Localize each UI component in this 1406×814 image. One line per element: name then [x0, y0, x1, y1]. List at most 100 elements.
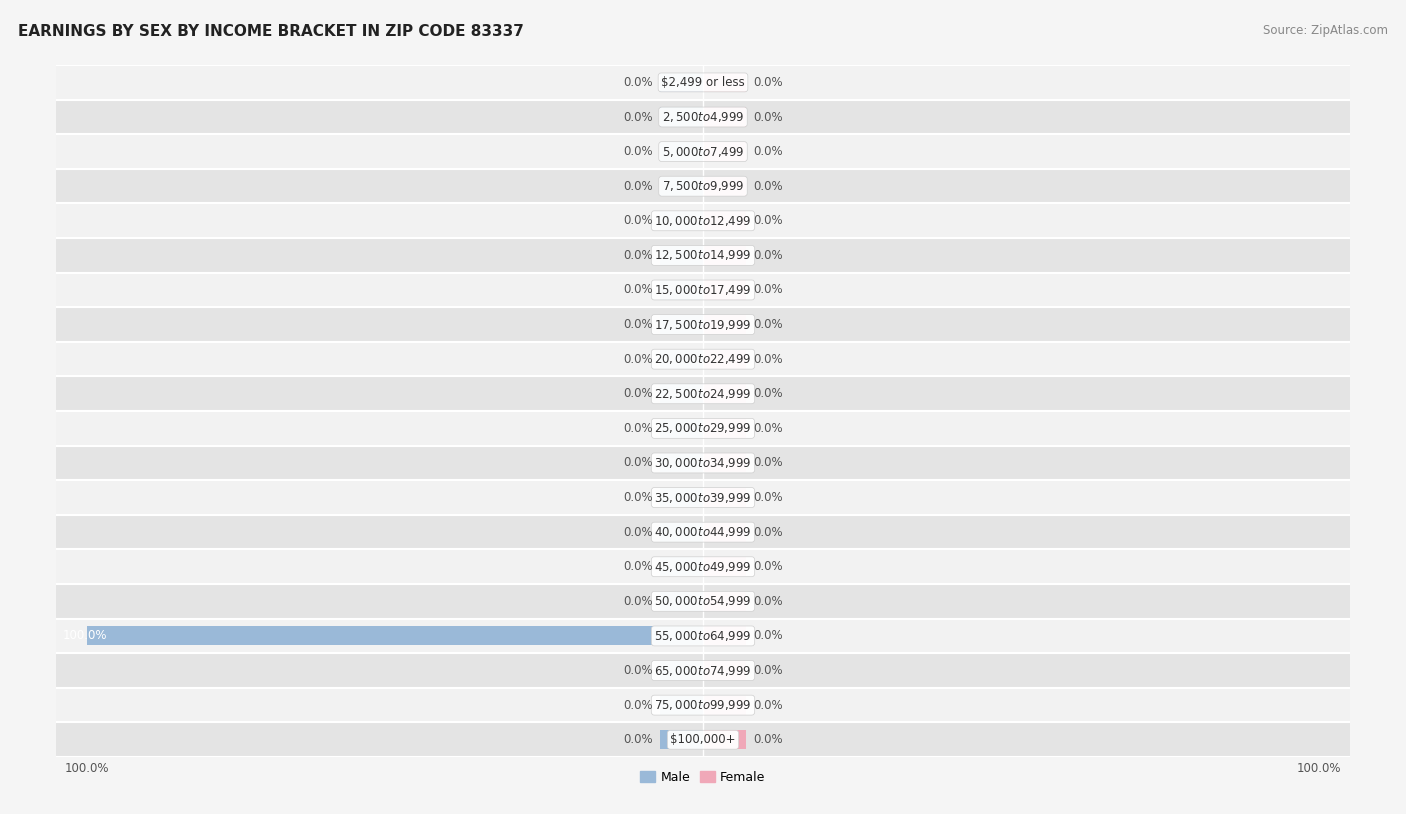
Text: 0.0%: 0.0%: [623, 733, 652, 746]
Bar: [703, 281, 747, 300]
Text: 0.0%: 0.0%: [754, 457, 783, 470]
Text: 0.0%: 0.0%: [623, 180, 652, 193]
Text: 0.0%: 0.0%: [623, 249, 652, 262]
Bar: [703, 523, 747, 541]
Bar: [659, 107, 703, 126]
Text: 0.0%: 0.0%: [754, 526, 783, 539]
Bar: [659, 419, 703, 438]
Bar: [703, 627, 747, 646]
Text: $2,500 to $4,999: $2,500 to $4,999: [662, 110, 744, 124]
Bar: [56, 445, 1350, 480]
Text: 0.0%: 0.0%: [754, 145, 783, 158]
Bar: [56, 238, 1350, 273]
Bar: [703, 488, 747, 507]
Text: 0.0%: 0.0%: [623, 145, 652, 158]
Bar: [659, 730, 703, 749]
Bar: [703, 730, 747, 749]
Text: $65,000 to $74,999: $65,000 to $74,999: [654, 663, 752, 677]
Text: $40,000 to $44,999: $40,000 to $44,999: [654, 525, 752, 539]
Bar: [703, 558, 747, 576]
Text: 0.0%: 0.0%: [754, 387, 783, 400]
Text: 0.0%: 0.0%: [754, 352, 783, 365]
Text: $50,000 to $54,999: $50,000 to $54,999: [654, 594, 752, 608]
Bar: [659, 488, 703, 507]
Text: 0.0%: 0.0%: [754, 249, 783, 262]
Text: 0.0%: 0.0%: [623, 352, 652, 365]
Bar: [56, 99, 1350, 134]
Bar: [659, 142, 703, 161]
Bar: [703, 107, 747, 126]
Bar: [56, 65, 1350, 99]
Text: $5,000 to $7,499: $5,000 to $7,499: [662, 145, 744, 159]
Bar: [703, 73, 747, 92]
Bar: [703, 696, 747, 715]
Text: 0.0%: 0.0%: [623, 457, 652, 470]
Bar: [703, 419, 747, 438]
Text: 0.0%: 0.0%: [754, 180, 783, 193]
Text: 0.0%: 0.0%: [623, 664, 652, 677]
Bar: [56, 584, 1350, 619]
Legend: Male, Female: Male, Female: [636, 766, 770, 789]
Bar: [659, 523, 703, 541]
Bar: [56, 549, 1350, 584]
Bar: [56, 204, 1350, 238]
Text: 100.0%: 100.0%: [62, 629, 107, 642]
Bar: [56, 376, 1350, 411]
Text: 0.0%: 0.0%: [754, 698, 783, 711]
Text: 0.0%: 0.0%: [754, 318, 783, 331]
Bar: [703, 177, 747, 195]
Text: $20,000 to $22,499: $20,000 to $22,499: [654, 352, 752, 366]
Text: $7,500 to $9,999: $7,500 to $9,999: [662, 179, 744, 193]
Text: 0.0%: 0.0%: [623, 698, 652, 711]
Bar: [659, 246, 703, 265]
Text: 0.0%: 0.0%: [623, 214, 652, 227]
Text: 0.0%: 0.0%: [623, 560, 652, 573]
Text: 0.0%: 0.0%: [623, 491, 652, 504]
Bar: [659, 212, 703, 230]
Bar: [659, 696, 703, 715]
Bar: [703, 315, 747, 334]
Text: 0.0%: 0.0%: [754, 733, 783, 746]
Text: 0.0%: 0.0%: [754, 111, 783, 124]
Bar: [56, 723, 1350, 757]
Text: 0.0%: 0.0%: [623, 76, 652, 89]
Text: 0.0%: 0.0%: [754, 76, 783, 89]
Text: $10,000 to $12,499: $10,000 to $12,499: [654, 214, 752, 228]
Bar: [703, 661, 747, 680]
Text: EARNINGS BY SEX BY INCOME BRACKET IN ZIP CODE 83337: EARNINGS BY SEX BY INCOME BRACKET IN ZIP…: [18, 24, 524, 39]
Bar: [87, 627, 703, 646]
Text: $15,000 to $17,499: $15,000 to $17,499: [654, 283, 752, 297]
Bar: [703, 384, 747, 403]
Text: 0.0%: 0.0%: [623, 422, 652, 435]
Text: 0.0%: 0.0%: [754, 629, 783, 642]
Bar: [56, 134, 1350, 168]
Text: $35,000 to $39,999: $35,000 to $39,999: [654, 491, 752, 505]
Bar: [56, 514, 1350, 549]
Text: 0.0%: 0.0%: [623, 387, 652, 400]
Text: $45,000 to $49,999: $45,000 to $49,999: [654, 560, 752, 574]
Text: $2,499 or less: $2,499 or less: [661, 76, 745, 89]
Bar: [659, 350, 703, 369]
Bar: [703, 453, 747, 472]
Bar: [56, 688, 1350, 723]
Text: 0.0%: 0.0%: [754, 664, 783, 677]
Text: 0.0%: 0.0%: [623, 595, 652, 608]
Text: 0.0%: 0.0%: [754, 283, 783, 296]
Text: $22,500 to $24,999: $22,500 to $24,999: [654, 387, 752, 400]
Text: 0.0%: 0.0%: [623, 526, 652, 539]
Bar: [703, 592, 747, 610]
Bar: [703, 246, 747, 265]
Bar: [659, 661, 703, 680]
Text: 0.0%: 0.0%: [754, 560, 783, 573]
Bar: [56, 619, 1350, 653]
Text: 0.0%: 0.0%: [623, 111, 652, 124]
Text: $55,000 to $64,999: $55,000 to $64,999: [654, 629, 752, 643]
Text: $25,000 to $29,999: $25,000 to $29,999: [654, 422, 752, 435]
Bar: [56, 273, 1350, 307]
Bar: [659, 453, 703, 472]
Text: 0.0%: 0.0%: [623, 318, 652, 331]
Bar: [659, 177, 703, 195]
Bar: [56, 411, 1350, 445]
Text: $100,000+: $100,000+: [671, 733, 735, 746]
Bar: [659, 558, 703, 576]
